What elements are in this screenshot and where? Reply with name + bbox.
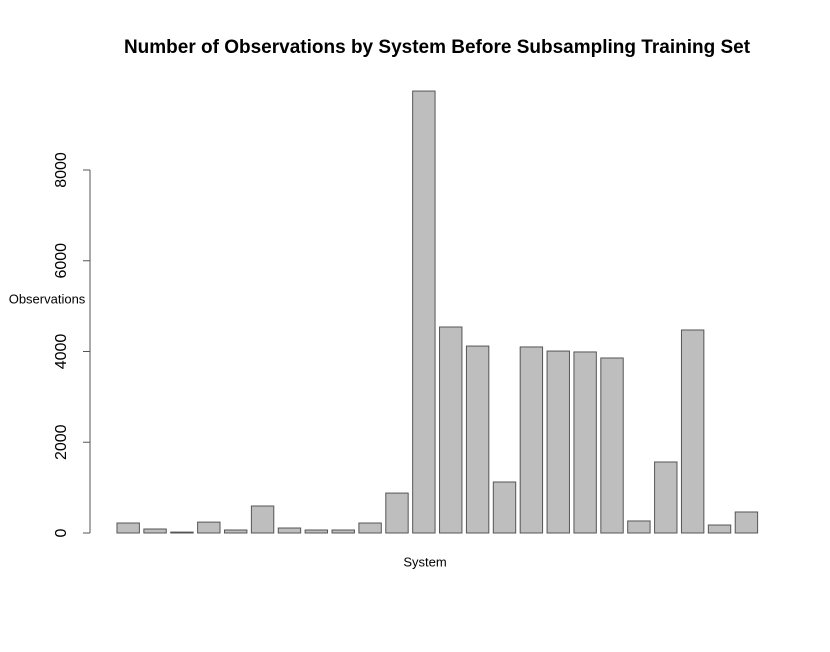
bar [304,529,329,534]
bar [358,522,382,534]
bar [573,351,597,534]
bar [439,326,463,534]
bar [600,357,624,534]
y-tick-label: 4000 [53,334,70,370]
bar [224,529,248,534]
bar [654,461,678,534]
bar [143,528,167,534]
bar [116,522,140,534]
y-axis-label: Observations [9,291,86,306]
bar [707,524,732,534]
y-tick-label: 8000 [53,152,70,188]
chart-title: Number of Observations by System Before … [124,37,751,58]
bar [385,492,409,534]
y-tick-label: 0 [53,528,70,537]
bar [331,529,355,534]
bar [465,345,490,534]
bar [680,329,705,534]
bar [412,90,436,534]
bar [492,481,517,534]
bar [734,511,759,534]
x-axis-label: System [403,554,446,569]
bar [197,521,221,534]
bar [546,350,570,534]
y-tick-label: 6000 [53,243,70,279]
bar [250,505,275,534]
y-tick-label: 2000 [53,424,70,460]
bar [519,346,544,534]
bar [277,527,302,534]
bar [627,520,651,534]
bar [170,531,194,534]
